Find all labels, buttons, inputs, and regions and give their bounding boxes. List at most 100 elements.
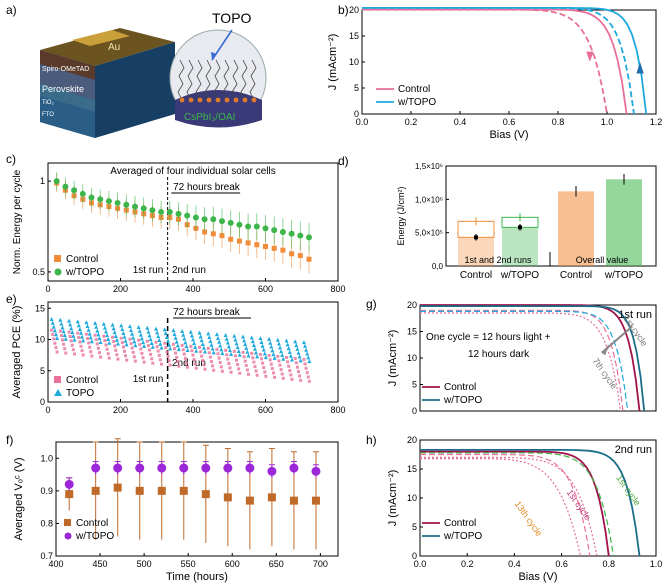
data-point bbox=[245, 463, 255, 473]
data-point bbox=[225, 340, 230, 345]
data-point bbox=[156, 349, 160, 353]
data-point bbox=[111, 326, 116, 331]
data-point bbox=[58, 317, 63, 322]
data-point bbox=[236, 348, 241, 353]
data-point bbox=[287, 349, 292, 354]
data-point bbox=[137, 338, 141, 342]
data-point bbox=[232, 333, 237, 338]
data-point bbox=[299, 378, 303, 382]
data-point bbox=[297, 253, 303, 259]
data-point bbox=[148, 348, 151, 352]
jv-curve bbox=[420, 449, 641, 557]
data-point bbox=[184, 344, 189, 349]
label-13th-cycle: 13th cycle bbox=[513, 499, 544, 538]
x-tick-label: 600 bbox=[258, 284, 273, 294]
data-point bbox=[229, 370, 233, 374]
data-point bbox=[149, 352, 153, 356]
jv-curve bbox=[420, 312, 622, 412]
data-point bbox=[124, 354, 128, 358]
data-point bbox=[218, 343, 223, 348]
data-point bbox=[69, 326, 74, 331]
data-point bbox=[81, 338, 86, 343]
data-point bbox=[194, 348, 199, 353]
data-point bbox=[184, 212, 191, 219]
p-o-headgroup bbox=[179, 97, 185, 103]
data-point bbox=[289, 357, 294, 362]
data-point bbox=[227, 362, 231, 366]
data-point bbox=[173, 347, 177, 351]
data-point bbox=[133, 343, 138, 348]
data-point bbox=[95, 342, 99, 346]
y-tick-label: 20 bbox=[349, 5, 359, 15]
data-point bbox=[154, 340, 158, 344]
data-point bbox=[115, 341, 120, 346]
data-point bbox=[123, 201, 130, 208]
data-point bbox=[253, 223, 260, 230]
data-point bbox=[176, 347, 181, 352]
data-point bbox=[162, 327, 167, 332]
data-point bbox=[289, 251, 295, 257]
data-point bbox=[175, 343, 180, 348]
y-tick-label: 0,0 bbox=[432, 262, 444, 271]
molecule-zoom: TOPO CsPbI₃/OAI bbox=[169, 10, 267, 128]
data-point bbox=[179, 486, 188, 495]
topo-label: TOPO bbox=[212, 10, 252, 26]
data-point bbox=[133, 359, 137, 363]
data-point bbox=[107, 356, 111, 360]
data-point bbox=[62, 332, 67, 337]
panel-a-letter: a) bbox=[6, 3, 17, 17]
data-point bbox=[166, 354, 170, 358]
data-point bbox=[194, 366, 198, 370]
data-point bbox=[304, 347, 309, 352]
data-point bbox=[138, 332, 143, 337]
data-point bbox=[180, 343, 184, 347]
data-point bbox=[111, 335, 115, 339]
data-point bbox=[135, 463, 145, 473]
data-point bbox=[228, 366, 232, 370]
data-point bbox=[53, 341, 57, 345]
data-point bbox=[149, 207, 156, 214]
data-point bbox=[224, 336, 229, 341]
x-tick-label: 0.0 bbox=[356, 117, 369, 127]
alkyl-chain bbox=[213, 59, 221, 101]
data-point bbox=[311, 496, 320, 505]
data-point bbox=[186, 365, 190, 369]
annotation-top: Averaged of four individual solar cells bbox=[110, 166, 275, 177]
legend-swatch bbox=[64, 519, 71, 526]
layer-tio2 bbox=[40, 84, 95, 112]
data-point bbox=[306, 355, 311, 360]
data-point bbox=[296, 370, 300, 374]
data-point bbox=[277, 359, 281, 363]
label-1st-cycle-control: 1st cycle bbox=[565, 488, 593, 522]
data-point bbox=[88, 345, 92, 349]
data-point bbox=[68, 335, 72, 339]
data-point bbox=[149, 340, 154, 345]
data-point bbox=[97, 336, 102, 341]
p-o-headgroup bbox=[197, 97, 203, 103]
x-tick-label: 0.2 bbox=[405, 117, 418, 127]
data-point bbox=[226, 344, 231, 349]
data-point bbox=[267, 353, 271, 357]
data-point bbox=[210, 346, 215, 351]
data-point bbox=[128, 337, 132, 341]
x-tick-label: 0.8 bbox=[603, 559, 616, 569]
data-point bbox=[121, 330, 126, 335]
data-point bbox=[123, 338, 128, 343]
legend-label: Control bbox=[66, 254, 98, 265]
data-point bbox=[93, 333, 97, 337]
data-point bbox=[142, 343, 147, 348]
data-point bbox=[122, 334, 127, 339]
data-point bbox=[87, 331, 92, 336]
data-point bbox=[192, 341, 197, 346]
data-point bbox=[113, 463, 123, 473]
data-point bbox=[185, 347, 190, 352]
data-point bbox=[127, 324, 132, 329]
data-point bbox=[54, 346, 58, 350]
y-axis-label: Averaged PCE (%) bbox=[11, 306, 23, 399]
y-tick-label: 5 bbox=[412, 380, 417, 390]
data-point bbox=[155, 345, 159, 349]
data-point bbox=[216, 335, 221, 340]
data-point bbox=[288, 230, 295, 237]
p-o-headgroup bbox=[233, 97, 239, 103]
data-point bbox=[223, 463, 233, 473]
